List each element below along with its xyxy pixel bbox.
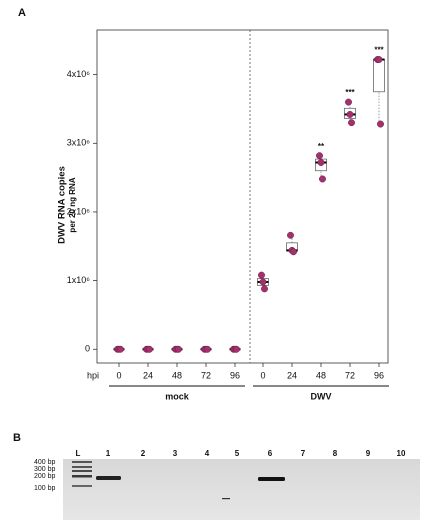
lane-label: 3 xyxy=(173,449,178,458)
point xyxy=(175,346,181,352)
point xyxy=(204,346,210,352)
x-tick-label: 48 xyxy=(316,370,326,380)
x-tick-label: 96 xyxy=(230,370,240,380)
y-label: per 20 ng RNA xyxy=(68,177,77,232)
ladder-band xyxy=(72,461,92,463)
figure: A DWV RNA copies per 20 ng RNA hpi B 0 1x… xyxy=(0,0,425,520)
point xyxy=(258,272,264,278)
ladder-band xyxy=(72,475,92,478)
point xyxy=(261,286,267,292)
x-tick-label: 72 xyxy=(345,370,355,380)
lane-label: 1 xyxy=(106,449,111,458)
x-tick-label: 72 xyxy=(201,370,211,380)
ladder-band xyxy=(72,466,92,468)
x-tick-label: 48 xyxy=(172,370,182,380)
y-tick-label: 4x10⁶ xyxy=(67,69,91,79)
gel-spot xyxy=(222,498,230,499)
y-label: DWV RNA copies xyxy=(57,166,68,244)
significance: *** xyxy=(374,46,384,55)
point xyxy=(348,119,354,125)
point xyxy=(376,56,382,62)
x-tick-label: 24 xyxy=(287,370,297,380)
point xyxy=(233,346,239,352)
group-label: mock xyxy=(165,391,190,401)
point xyxy=(347,111,353,117)
x-tick-label: 0 xyxy=(260,370,265,380)
ladder-band xyxy=(72,485,92,487)
y-tick-label: 2x10⁶ xyxy=(67,206,91,216)
y-tick-label: 0 xyxy=(85,344,90,354)
lane-label: 5 xyxy=(235,449,240,458)
point xyxy=(117,346,123,352)
ladder-label: 100 bp xyxy=(34,485,56,492)
group-label: DWV xyxy=(311,391,332,401)
lane-label: 8 xyxy=(333,449,338,458)
lane-label: 9 xyxy=(366,449,371,458)
x-tick-label: 96 xyxy=(374,370,384,380)
ladder-label: 200 bp xyxy=(34,473,56,480)
point xyxy=(318,159,324,165)
y-tick-label: 1x10⁶ xyxy=(67,275,91,285)
x-tick-label: 0 xyxy=(116,370,121,380)
lane-label: 7 xyxy=(301,449,306,458)
ladder-label: 400 bp xyxy=(34,459,56,466)
gel xyxy=(63,459,420,520)
significance: *** xyxy=(345,88,355,97)
ladder-band xyxy=(72,470,92,472)
y-axis-title: DWV RNA copies per 20 ng RNA xyxy=(57,166,78,244)
point xyxy=(345,99,351,105)
gel-band xyxy=(258,477,285,481)
lane-label: 6 xyxy=(268,449,273,458)
lane-label: 10 xyxy=(397,449,406,458)
point xyxy=(260,279,266,285)
point xyxy=(319,176,325,182)
x-tick-label: 24 xyxy=(143,370,153,380)
lane-label: 2 xyxy=(141,449,146,458)
panel-label: B xyxy=(13,432,21,444)
y-tick-label: 3x10⁶ xyxy=(67,138,91,148)
plot-frame xyxy=(97,30,388,363)
gel-panel: B xyxy=(13,432,420,520)
lane-label: 4 xyxy=(205,449,210,458)
x-prefix: hpi xyxy=(87,370,99,380)
lane-label: L xyxy=(76,449,81,458)
point xyxy=(316,152,322,158)
significance: ** xyxy=(318,142,325,151)
ladder-label: 300 bp xyxy=(34,466,56,473)
point xyxy=(146,346,152,352)
box xyxy=(374,60,385,92)
gel-band xyxy=(96,476,121,480)
point xyxy=(287,232,293,238)
point xyxy=(377,121,383,127)
point xyxy=(290,249,296,255)
panel-label: A xyxy=(18,7,26,19)
